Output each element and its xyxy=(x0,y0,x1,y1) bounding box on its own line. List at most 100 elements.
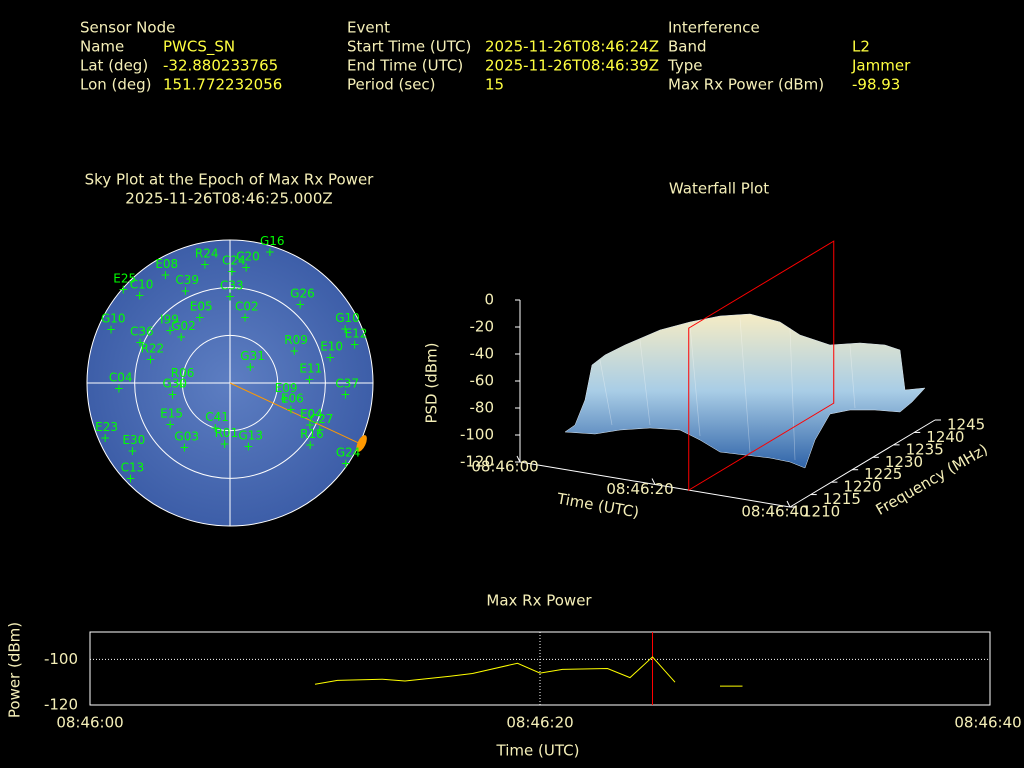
satellite-label: E30 xyxy=(122,433,145,447)
z-tick-label: 0 xyxy=(484,291,494,309)
x-tick-label: 08:46:00 xyxy=(471,458,538,476)
satellite-label: C24 xyxy=(222,253,246,267)
satellite-label: C37 xyxy=(335,377,359,391)
satellite-marker: + xyxy=(146,353,156,367)
x-tick-label: 08:46:20 xyxy=(606,480,673,498)
satellite-label: E05 xyxy=(190,300,213,314)
chart-title: Waterfall Plot xyxy=(669,180,769,198)
x-tick xyxy=(786,500,791,508)
satellite-label: E06 xyxy=(281,392,304,406)
satellite-marker: + xyxy=(340,322,350,336)
z-tick-label: -40 xyxy=(470,345,495,363)
satellite-marker: + xyxy=(240,310,250,324)
satellite-label: E04 xyxy=(300,407,323,421)
y-tick-label: 1235 xyxy=(906,440,944,458)
satellite-label: R01 xyxy=(215,426,239,440)
power-line xyxy=(314,656,743,687)
x-tick-label: 08:46:40 xyxy=(954,714,1021,732)
satellite-marker: + xyxy=(305,438,315,452)
field-value: L2 xyxy=(852,38,870,56)
satellite-label: G10 xyxy=(101,312,126,326)
satellite-marker: + xyxy=(126,472,136,486)
satellite-label: I99 xyxy=(160,312,179,326)
satellite-label: C36 xyxy=(130,324,154,338)
satellite-label: C27 xyxy=(310,412,334,426)
satellite-label: C39 xyxy=(175,273,199,287)
satellite-label: G03 xyxy=(174,430,199,444)
satellite-marker: + xyxy=(165,417,175,431)
satellite-marker: + xyxy=(340,388,350,402)
satellite-marker: + xyxy=(179,441,189,455)
epoch-plane xyxy=(688,240,835,492)
satellite-marker: + xyxy=(280,392,290,406)
satellite-label: R24 xyxy=(195,246,219,260)
field-label: Max Rx Power (dBm) xyxy=(668,76,824,94)
satellite-label: R09 xyxy=(284,333,308,347)
satellite-label: C41 xyxy=(205,410,229,424)
field-label: Start Time (UTC) xyxy=(347,38,471,56)
chart-subtitle: 2025-11-26T08:46:25.000Z xyxy=(125,190,332,208)
satellite-marker: + xyxy=(289,344,299,358)
satellite-marker: + xyxy=(325,351,335,365)
field-label: Type xyxy=(667,57,702,75)
satellite-marker: + xyxy=(100,431,110,445)
field-value: 2025-11-26T08:46:39Z xyxy=(485,57,659,75)
x-axis-title: Time (UTC) xyxy=(496,742,580,760)
section-title: Interference xyxy=(668,19,760,37)
frequency-axis xyxy=(789,419,936,508)
satellite-label: E23 xyxy=(95,420,118,434)
satellite-label: C13 xyxy=(121,461,145,475)
satellite-marker: + xyxy=(241,261,251,275)
satellite-marker: + xyxy=(200,257,210,271)
satellite-marker: + xyxy=(210,421,220,435)
satellite-marker: + xyxy=(135,335,145,349)
field-value: Jammer xyxy=(851,57,911,75)
z-tick-label: -120 xyxy=(460,453,494,471)
satellite-marker: + xyxy=(176,377,186,391)
z-tick-label: -60 xyxy=(470,372,495,390)
x-tick xyxy=(516,455,521,463)
satellite-marker: + xyxy=(118,283,128,297)
y-tick-label: 1215 xyxy=(823,490,861,508)
field-value: 2025-11-26T08:46:24Z xyxy=(485,38,659,56)
satellite-label: G02 xyxy=(171,319,196,333)
field-label: Period (sec) xyxy=(347,76,436,94)
satellite-marker: + xyxy=(127,444,137,458)
satellite-marker: + xyxy=(220,437,230,451)
satellite-marker: + xyxy=(227,264,237,278)
y-tick-label: 1225 xyxy=(864,465,902,483)
field-value: PWCS_SN xyxy=(163,38,235,57)
y-tick-label: 1245 xyxy=(947,416,985,434)
satellite-label: C02 xyxy=(235,299,259,313)
field-value: 151.772232056 xyxy=(163,76,282,94)
satellite-marker: + xyxy=(114,381,124,395)
section-title: Event xyxy=(347,19,390,37)
satellite-label: C33 xyxy=(220,279,244,293)
field-label: Name xyxy=(80,38,124,56)
z-axis-title: PSD (dBm) xyxy=(423,342,441,423)
y-tick-label: 1230 xyxy=(885,453,923,471)
satellite-label: G30 xyxy=(162,377,187,391)
z-tick-label: -80 xyxy=(470,399,495,417)
field-label: Band xyxy=(668,38,707,56)
field-value: -32.880233765 xyxy=(163,57,278,75)
satellite-label: G10 xyxy=(335,311,360,325)
satellite-label: G31 xyxy=(240,349,265,363)
z-tick-label: -100 xyxy=(460,426,494,444)
satellite-label: C04 xyxy=(109,370,133,384)
satellite-label: E11 xyxy=(299,362,322,376)
satellite-marker: + xyxy=(180,284,190,298)
satellite-label: R22 xyxy=(141,342,165,356)
satellite-marker: + xyxy=(350,337,360,351)
waterfall-surface xyxy=(564,313,926,469)
satellite-marker: + xyxy=(304,373,314,387)
y-tick-label: -100 xyxy=(44,650,78,668)
chart-title: Sky Plot at the Epoch of Max Rx Power xyxy=(85,171,375,189)
y-tick-label: 1220 xyxy=(843,478,881,496)
waterfall-ridges xyxy=(599,317,856,461)
satellite-marker: + xyxy=(225,290,235,304)
satellite-label: G16 xyxy=(260,234,285,248)
field-value: 15 xyxy=(485,76,504,94)
satellite-label: E09 xyxy=(275,381,298,395)
